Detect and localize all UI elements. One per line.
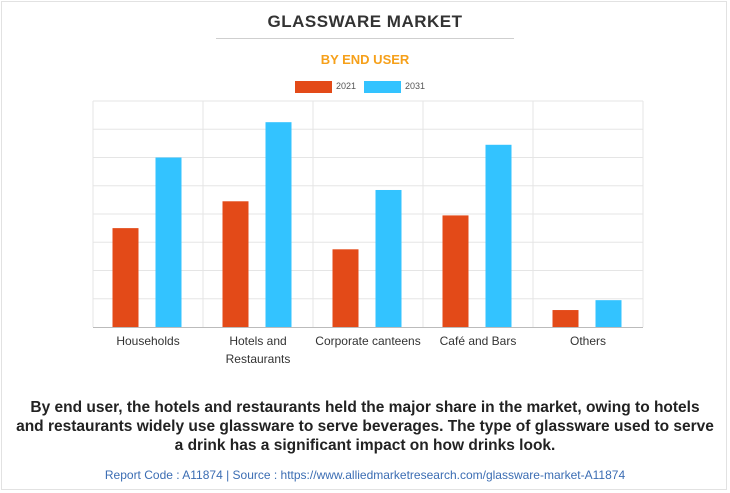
- x-tick-label-line: Restaurants: [226, 352, 291, 366]
- bar-2031: [485, 144, 512, 327]
- title-divider: [216, 38, 514, 39]
- chart-caption: By end user, the hotels and restaurants …: [16, 399, 714, 454]
- report-source-footer[interactable]: Report Code : A11874 | Source : https://…: [104, 468, 626, 482]
- x-tick-label: Others: [570, 334, 606, 348]
- x-tick-label-line: Hotels and: [229, 334, 286, 348]
- bar-2021: [222, 201, 249, 327]
- x-tick-label-line: Households: [116, 334, 179, 348]
- bar-2031: [155, 157, 182, 327]
- bar-2031: [595, 300, 622, 327]
- bar-2021: [442, 215, 469, 327]
- x-tick-label: Café and Bars: [440, 334, 517, 348]
- chart-subtitle: BY END USER: [320, 52, 410, 67]
- bar-2021: [112, 228, 139, 327]
- x-tick-label: Corporate canteens: [315, 334, 420, 348]
- legend-swatch-2031: [364, 81, 401, 93]
- bar-2021: [332, 249, 359, 327]
- legend-swatch-2021: [295, 81, 332, 93]
- x-tick-label-line: Café and Bars: [440, 334, 517, 348]
- x-tick-label: Households: [116, 334, 179, 348]
- chart-legend: 2021 2031: [0, 80, 730, 94]
- legend-label-2021: 2021: [336, 81, 357, 91]
- chart-title: GLASSWARE MARKET: [267, 12, 463, 31]
- x-tick-label-line: Corporate canteens: [315, 334, 420, 348]
- bar-chart: Households Hotels and Restaurants Corporate…: [92, 100, 644, 366]
- bar-2031: [375, 189, 402, 327]
- x-tick-label-line: Others: [570, 334, 606, 348]
- bar-2021: [552, 310, 579, 327]
- x-tick-label: Hotels and Restaurants: [226, 334, 291, 366]
- bar-2031: [265, 122, 292, 327]
- legend-label-2031: 2031: [405, 81, 426, 91]
